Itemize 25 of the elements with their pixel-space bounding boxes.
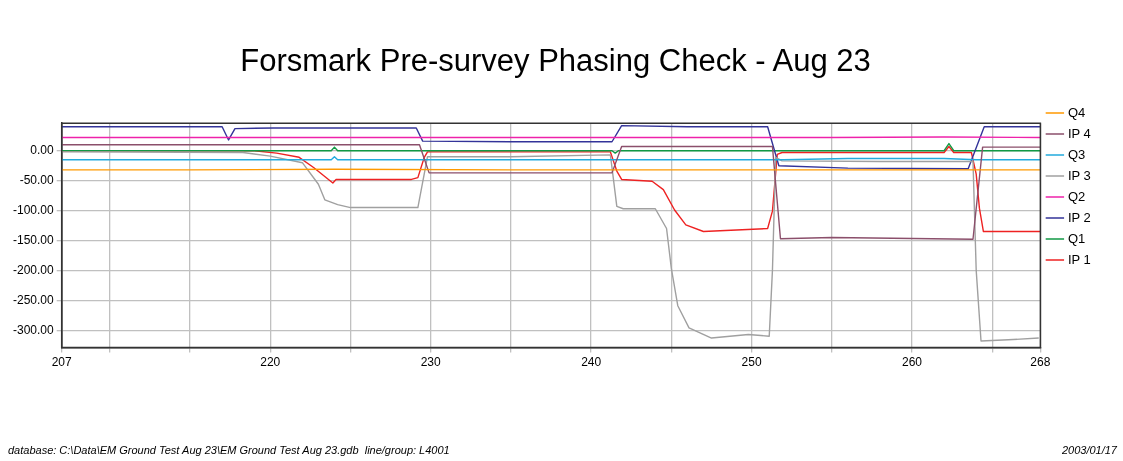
- x-tick-label: 250: [741, 355, 762, 370]
- x-tick-label: 207: [51, 355, 73, 370]
- legend-label: Q1: [1067, 230, 1086, 246]
- legend-label: Q4: [1067, 104, 1086, 120]
- y-tick-label: -150.00: [13, 232, 55, 247]
- legend-label: IP 1: [1067, 251, 1091, 267]
- legend-label: IP 2: [1067, 209, 1091, 225]
- x-tick-label: 240: [581, 355, 602, 370]
- y-tick-label: -50.00: [19, 172, 55, 187]
- y-tick-label: -100.00: [13, 202, 55, 217]
- legend-label: IP 4: [1067, 125, 1091, 141]
- chart-title: Forsmark Pre-survey Phasing Check - Aug 23: [240, 43, 871, 79]
- y-tick-label: -300.00: [13, 322, 55, 337]
- x-tick-label: 230: [420, 355, 442, 370]
- x-tick-label: 268: [1030, 355, 1051, 370]
- y-tick-label: -200.00: [13, 262, 55, 277]
- text: 2003/01/17: [1061, 444, 1117, 456]
- y-tick-label: 0.00: [30, 143, 55, 158]
- legend-label: Q2: [1067, 188, 1086, 204]
- y-tick-label: -250.00: [13, 292, 55, 307]
- text: database: C:\Data\EM Ground Test Aug 23\EM Ground Test Aug 23.gdb line/group: L4001: [8, 444, 450, 456]
- x-tick-label: 220: [260, 355, 281, 370]
- legend-label: Q3: [1067, 146, 1086, 162]
- x-tick-label: 260: [902, 355, 923, 370]
- legend-label: IP 3: [1067, 167, 1091, 183]
